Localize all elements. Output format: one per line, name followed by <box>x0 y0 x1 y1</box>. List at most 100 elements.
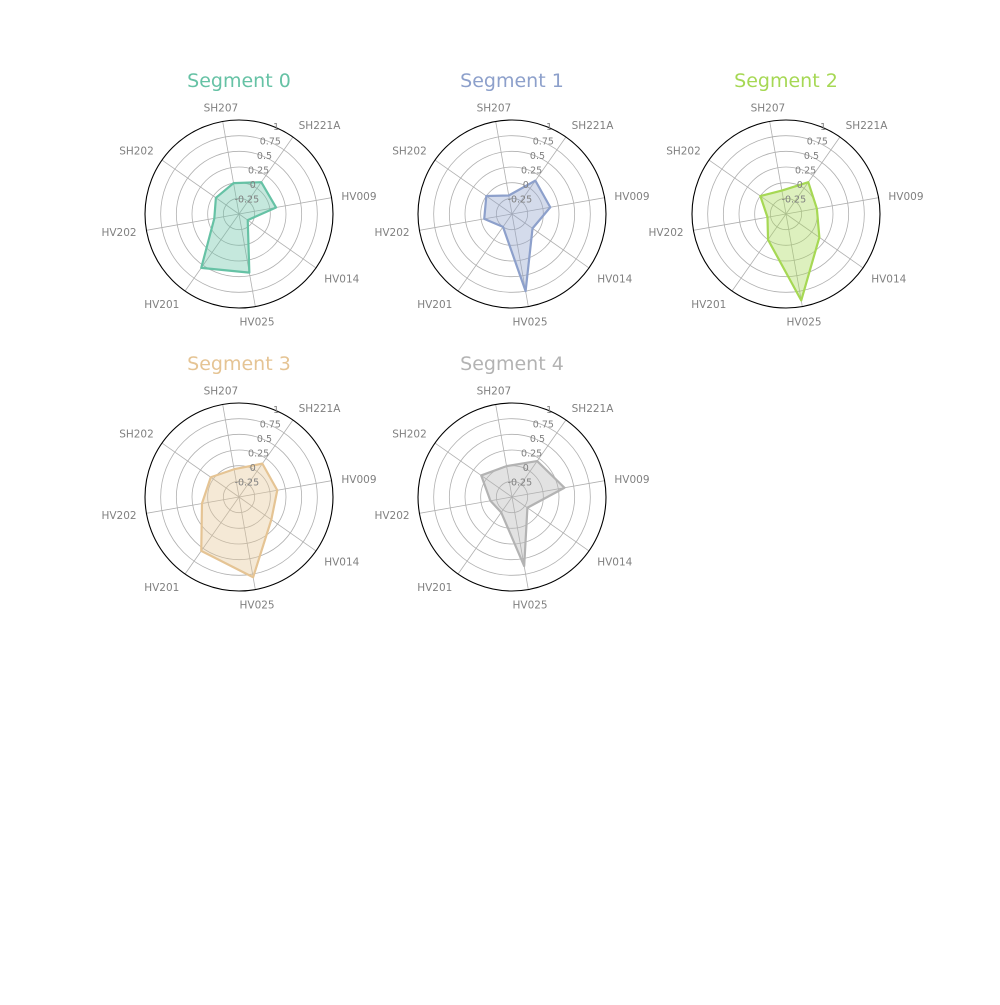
axis-label: HV202 <box>101 227 136 239</box>
radar-frame <box>144 402 334 592</box>
radial-gridline <box>738 166 834 262</box>
panel-title: Segment 3 <box>187 353 291 375</box>
radial-gridline <box>448 433 576 561</box>
radial-tick-label: 0.75 <box>260 136 281 147</box>
radial-gridline <box>433 418 591 576</box>
radial-gridline <box>191 166 287 262</box>
radial-tick-label: 0 <box>250 180 256 191</box>
radial-tick-label: 0.5 <box>530 434 545 445</box>
axis-label: HV014 <box>324 274 359 286</box>
axis-label: HV025 <box>786 316 821 328</box>
spoke-line <box>511 496 590 552</box>
spoke-line <box>785 213 864 269</box>
radial-gridline <box>464 449 560 545</box>
spoke-line <box>222 404 240 498</box>
axis-label: HV202 <box>374 227 409 239</box>
series-polygon <box>200 462 279 579</box>
radial-gridline <box>160 418 318 576</box>
radial-tick-label: 0.25 <box>248 448 269 459</box>
radial-tick-label: 1 <box>273 405 279 416</box>
spoke-line <box>184 213 240 292</box>
panel-title: Segment 1 <box>460 70 564 92</box>
radial-tick-label: 0 <box>523 180 529 191</box>
axis-label: SH207 <box>204 103 239 115</box>
radial-tick-label: 1 <box>820 122 826 133</box>
radial-gridline <box>207 465 271 529</box>
axis-label: HV201 <box>417 582 452 594</box>
radial-tick-label: 1 <box>546 122 552 133</box>
radial-tick-label: 0.5 <box>804 151 819 162</box>
radial-tick-label: 0.75 <box>533 136 554 147</box>
radial-gridline <box>222 480 256 514</box>
radial-tick-label: -0.25 <box>508 477 533 488</box>
spoke-line <box>222 121 240 215</box>
axis-label: HV025 <box>239 599 274 611</box>
radial-gridline <box>448 150 576 278</box>
radial-tick-label: 1 <box>273 122 279 133</box>
radial-tick-label: 0.5 <box>257 151 272 162</box>
spoke-line <box>731 213 787 292</box>
axis-label: HV009 <box>614 474 649 486</box>
radial-tick-label: 0.5 <box>257 434 272 445</box>
radial-gridline <box>464 166 560 262</box>
radar-panel: HV009 HV014 HV025 HV201 HV202 SH202 SH207 SH221… <box>648 70 923 328</box>
spoke-line <box>511 197 605 215</box>
spoke-line <box>785 136 841 215</box>
radar-frame <box>691 119 881 309</box>
radar-panel: HV009 HV014 HV025 HV201 HV202 SH202 SH207 SH221… <box>101 70 376 328</box>
radar-panel: HV009 HV014 HV025 HV201 HV202 SH202 SH207 SH221… <box>374 353 649 611</box>
axis-label: SH221A <box>299 120 342 132</box>
spoke-line <box>184 496 240 575</box>
spoke-line <box>161 159 240 215</box>
spoke-line <box>238 496 317 552</box>
axis-label: HV201 <box>144 299 179 311</box>
radial-gridline <box>495 197 529 231</box>
series-polygon <box>759 181 821 302</box>
radial-gridline <box>175 433 303 561</box>
radial-tick-label: -0.25 <box>782 194 807 205</box>
radial-tick-label: 0.5 <box>530 151 545 162</box>
axis-label: HV014 <box>597 274 632 286</box>
axis-label: SH221A <box>299 403 342 415</box>
radial-tick-label: 1 <box>546 405 552 416</box>
axis-label: SH202 <box>666 145 701 157</box>
axis-label: SH202 <box>119 428 154 440</box>
radial-tick-label: 0.25 <box>521 165 542 176</box>
axis-label: HV025 <box>239 316 274 328</box>
radial-tick-label: 0.25 <box>248 165 269 176</box>
panel-title: Segment 2 <box>734 70 838 92</box>
radial-tick-label: -0.25 <box>508 194 533 205</box>
axis-label: HV014 <box>324 557 359 569</box>
radial-tick-label: -0.25 <box>235 477 260 488</box>
axis-label: HV009 <box>341 191 376 203</box>
spoke-line <box>708 159 787 215</box>
axis-label: SH207 <box>751 103 786 115</box>
axis-label: SH221A <box>572 120 615 132</box>
series-polygon <box>480 459 566 568</box>
axis-label: HV009 <box>341 474 376 486</box>
series-polygon <box>200 181 278 274</box>
series-polygon <box>483 179 552 293</box>
spoke-line <box>146 213 240 231</box>
radial-tick-label: 0 <box>797 180 803 191</box>
spoke-line <box>238 136 294 215</box>
radial-tick-label: 0.75 <box>260 419 281 430</box>
radial-gridline <box>722 150 850 278</box>
axis-label: HV202 <box>101 510 136 522</box>
spoke-line <box>419 496 513 514</box>
axis-label: HV202 <box>374 510 409 522</box>
spoke-line <box>419 213 513 231</box>
radial-gridline <box>222 197 256 231</box>
radar-panel: HV009 HV014 HV025 HV201 HV202 SH202 SH207 SH221… <box>101 353 376 611</box>
axis-label: SH207 <box>477 386 512 398</box>
axis-label: SH202 <box>392 145 427 157</box>
spoke-line <box>495 121 513 215</box>
spoke-line <box>434 159 513 215</box>
radial-gridline <box>191 449 287 545</box>
panel-title: Segment 0 <box>187 70 291 92</box>
spoke-line <box>238 419 294 498</box>
radial-tick-label: 0.75 <box>533 419 554 430</box>
spoke-line <box>511 480 605 498</box>
